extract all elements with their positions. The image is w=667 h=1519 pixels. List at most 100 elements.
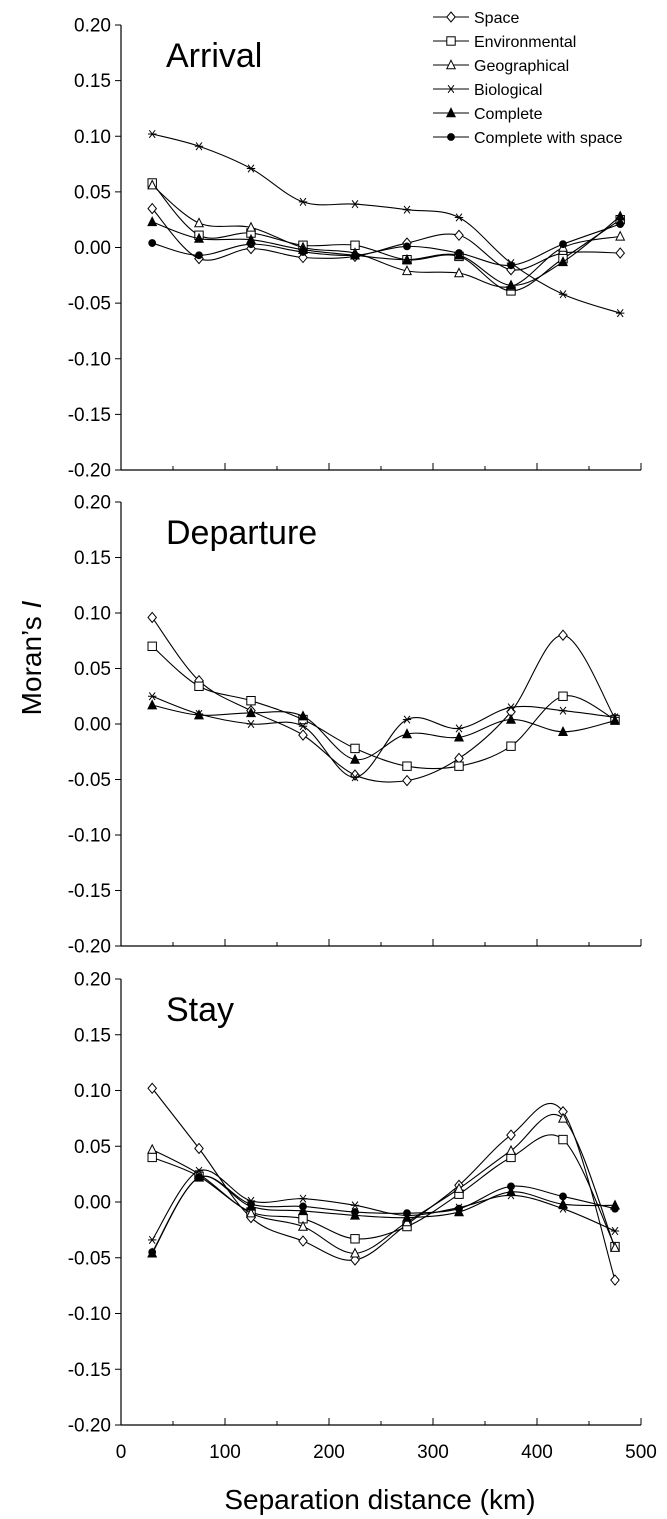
data-point xyxy=(349,753,361,764)
series-line xyxy=(151,1175,616,1253)
x-tick-label: 300 xyxy=(417,1442,449,1463)
marker-stroke xyxy=(616,309,624,318)
legend-marker xyxy=(446,36,456,46)
data-point xyxy=(246,719,256,729)
data-point xyxy=(557,1112,569,1123)
data-point xyxy=(454,724,464,733)
x-axis-title: Separation distance (km) xyxy=(224,1484,535,1515)
series-environmental xyxy=(147,178,625,296)
data-point xyxy=(350,769,360,781)
data-point xyxy=(193,217,205,228)
data-point xyxy=(557,256,569,267)
series-line xyxy=(151,1175,616,1254)
data-point xyxy=(453,731,465,742)
data-point xyxy=(147,1082,158,1095)
data-point xyxy=(299,248,307,256)
y-tick-label: -0.05 xyxy=(68,294,111,315)
y-tick-label: 0.10 xyxy=(74,1081,111,1102)
data-point xyxy=(350,1201,360,1210)
y-tick-label: -0.05 xyxy=(68,770,111,791)
data-point xyxy=(505,713,517,724)
y-tick-label: 0.05 xyxy=(74,182,111,203)
y-tick-label: -0.20 xyxy=(68,937,111,958)
legend-label: Complete xyxy=(474,106,543,123)
series-line xyxy=(152,695,616,778)
series-line xyxy=(151,1134,616,1247)
data-point xyxy=(298,729,308,741)
data-point xyxy=(247,240,255,249)
data-point xyxy=(559,1192,567,1201)
data-point xyxy=(401,1211,413,1222)
y-tick-label: 0.15 xyxy=(74,548,111,569)
data-point xyxy=(454,761,464,771)
y-tick-label: -0.20 xyxy=(68,1416,111,1437)
data-point xyxy=(148,1235,157,1244)
data-point xyxy=(247,1200,255,1209)
y-tick-label: -0.15 xyxy=(68,1360,111,1381)
panel-departure: 0.20 0.15 0.10 0.05 0.00 -0.05 -0.10 -0.15 -0.20… xyxy=(68,493,642,958)
data-point xyxy=(609,714,621,725)
y-tick-label: 0.00 xyxy=(74,715,111,736)
data-point xyxy=(350,200,360,209)
data-point xyxy=(610,1274,620,1286)
data-point xyxy=(246,242,256,255)
series-biological xyxy=(148,1166,620,1244)
data-point xyxy=(401,253,413,264)
marker-stroke xyxy=(611,1226,619,1236)
data-point xyxy=(557,1198,569,1209)
y-tick-label: 0.05 xyxy=(74,1137,111,1158)
data-point xyxy=(506,1129,516,1141)
series-line xyxy=(151,182,621,292)
data-point xyxy=(245,707,257,718)
marker-stroke xyxy=(351,200,359,209)
marker-stroke xyxy=(148,692,156,701)
marker-stroke xyxy=(299,1194,307,1203)
legend-item: Complete xyxy=(433,106,543,123)
legend-item: Space xyxy=(433,10,519,27)
x-tick-label: 0 xyxy=(116,1442,127,1463)
data-point xyxy=(351,1208,359,1216)
y-axis-title: Moran’s I xyxy=(16,600,47,715)
data-point xyxy=(402,761,412,771)
marker-stroke xyxy=(403,715,411,724)
data-point xyxy=(402,774,412,787)
data-point xyxy=(558,706,568,715)
marker-stroke xyxy=(351,773,359,782)
panel-stay: 0.20 0.15 0.10 0.05 0.00 -0.05 -0.10 -0.15 -0.20… xyxy=(68,970,642,1437)
data-point xyxy=(559,240,567,249)
marker-stroke xyxy=(195,142,203,151)
data-point xyxy=(454,213,464,222)
data-point xyxy=(350,743,360,754)
data-point xyxy=(193,232,205,243)
series-biological xyxy=(148,692,620,782)
marker-stroke xyxy=(299,722,307,731)
data-point xyxy=(245,221,257,232)
data-point xyxy=(147,216,158,227)
series-environmental xyxy=(147,641,620,771)
y-axis-title-text: Moran’s xyxy=(16,608,47,715)
data-point xyxy=(455,249,463,257)
series-line xyxy=(152,704,616,761)
data-point xyxy=(246,695,256,706)
data-point xyxy=(558,629,568,641)
series-biological xyxy=(148,129,625,318)
data-point xyxy=(616,220,625,229)
y-tick-label: 0.20 xyxy=(74,970,111,991)
legend-label: Biological xyxy=(474,82,542,99)
data-point xyxy=(148,239,157,247)
y-tick-label: -0.15 xyxy=(68,405,111,426)
x-tick-label: 200 xyxy=(313,1442,345,1463)
data-point xyxy=(298,722,308,731)
series-complete xyxy=(147,210,626,290)
data-point xyxy=(297,1205,309,1216)
data-point xyxy=(194,1166,204,1175)
data-point xyxy=(194,142,204,151)
data-point xyxy=(195,1173,203,1182)
legend-item: Complete with space xyxy=(433,130,623,147)
data-point xyxy=(148,692,157,701)
data-point xyxy=(246,164,256,173)
series-space xyxy=(147,611,620,787)
data-point xyxy=(507,261,515,270)
series-geographical xyxy=(147,179,626,291)
data-point xyxy=(558,691,568,701)
